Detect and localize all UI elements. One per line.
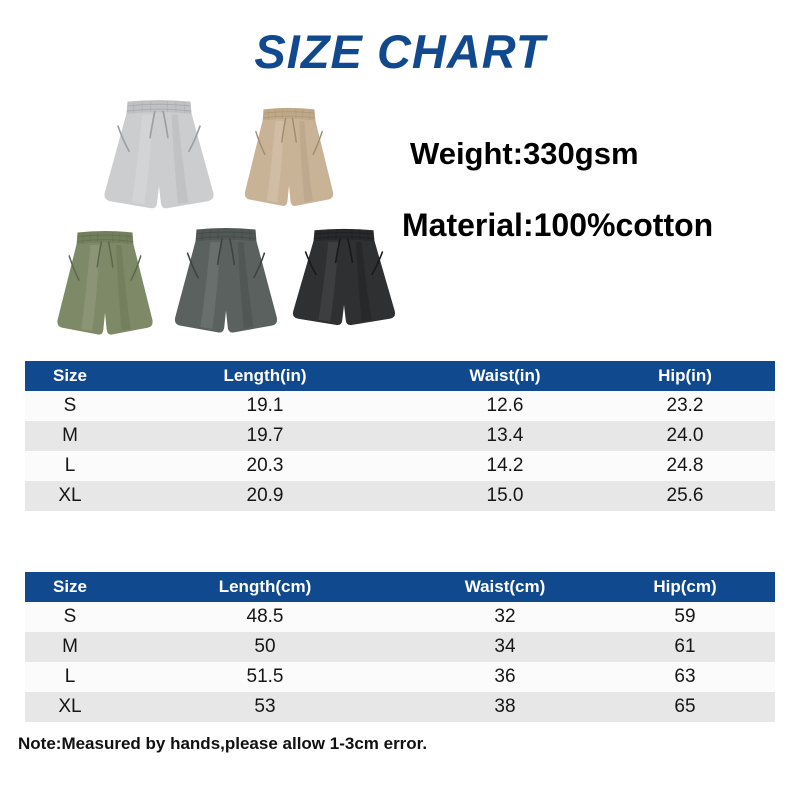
length-cell: 19.1 xyxy=(246,395,284,416)
length-cell: 53 xyxy=(254,696,276,717)
length-cell: 50 xyxy=(254,636,276,657)
col-header-size: Size xyxy=(52,577,88,596)
hip-cell: 63 xyxy=(674,666,696,687)
shorts-black-image xyxy=(285,227,403,331)
length-cell: 19.7 xyxy=(246,425,284,446)
table-row: S 48.5 32 59 xyxy=(25,602,775,632)
hip-cell: 24.0 xyxy=(666,425,704,446)
col-header-waist: Waist(in) xyxy=(469,366,541,385)
shorts-gray-image xyxy=(96,98,222,215)
col-header-size: Size xyxy=(52,366,88,385)
size-table-cm: Size Length(cm) Waist(cm) Hip(cm) S 48.5… xyxy=(25,572,775,722)
length-cell: 20.9 xyxy=(246,485,284,506)
shorts-green-image xyxy=(50,229,160,341)
table-row: M 19.7 13.4 24.0 xyxy=(25,421,775,451)
table-header-row: Size Length(cm) Waist(cm) Hip(cm) xyxy=(25,572,775,602)
col-header-length: Length(cm) xyxy=(218,577,312,596)
col-header-hip: Hip(cm) xyxy=(653,577,717,596)
waist-cell: 36 xyxy=(494,666,516,687)
waist-cell: 32 xyxy=(494,606,516,627)
waist-cell: 14.2 xyxy=(486,455,524,476)
table-row: L 20.3 14.2 24.8 xyxy=(25,451,775,481)
size-cell: M xyxy=(62,636,78,657)
page-title: SIZE CHART xyxy=(254,25,546,78)
hip-cell: 59 xyxy=(674,606,696,627)
size-cell: XL xyxy=(58,485,82,506)
waist-cell: 34 xyxy=(494,636,516,657)
size-table-inches: Size Length(in) Waist(in) Hip(in) S 19.1… xyxy=(25,361,775,511)
col-header-length: Length(in) xyxy=(223,366,307,385)
size-cell: S xyxy=(63,395,77,416)
table-row: L 51.5 36 63 xyxy=(25,662,775,692)
measurement-note: Note:Measured by hands,please allow 1-3c… xyxy=(18,734,428,753)
waist-cell: 13.4 xyxy=(486,425,524,446)
shorts-khaki-image xyxy=(238,106,340,212)
size-cell: XL xyxy=(58,696,82,717)
table-row: XL 20.9 15.0 25.6 xyxy=(25,481,775,511)
size-cell: M xyxy=(62,425,78,446)
shorts-icon xyxy=(104,100,214,209)
hip-cell: 23.2 xyxy=(666,395,704,416)
waist-cell: 15.0 xyxy=(486,485,524,506)
waist-cell: 12.6 xyxy=(486,395,524,416)
material-spec: Material:100%cotton xyxy=(402,207,714,243)
col-header-waist: Waist(cm) xyxy=(464,577,546,596)
size-cell: L xyxy=(64,666,76,687)
table-row: M 50 34 61 xyxy=(25,632,775,662)
length-cell: 51.5 xyxy=(246,666,284,687)
hip-cell: 24.8 xyxy=(666,455,704,476)
table-row: S 19.1 12.6 23.2 xyxy=(25,391,775,421)
shorts-icon xyxy=(174,228,278,333)
shorts-icon xyxy=(244,107,334,206)
length-cell: 48.5 xyxy=(246,606,284,627)
waist-cell: 38 xyxy=(494,696,516,717)
hip-cell: 61 xyxy=(674,636,696,657)
col-header-hip: Hip(in) xyxy=(658,366,712,385)
hip-cell: 65 xyxy=(674,696,696,717)
hip-cell: 25.6 xyxy=(666,485,704,506)
table-header-row: Size Length(in) Waist(in) Hip(in) xyxy=(25,361,775,391)
size-cell: L xyxy=(64,455,76,476)
shorts-icon xyxy=(292,228,396,326)
shorts-darkgray-image xyxy=(167,226,285,339)
size-cell: S xyxy=(63,606,77,627)
shorts-icon xyxy=(57,231,153,335)
table-row: XL 53 38 65 xyxy=(25,692,775,722)
length-cell: 20.3 xyxy=(246,455,284,476)
weight-spec: Weight:330gsm xyxy=(410,136,639,171)
